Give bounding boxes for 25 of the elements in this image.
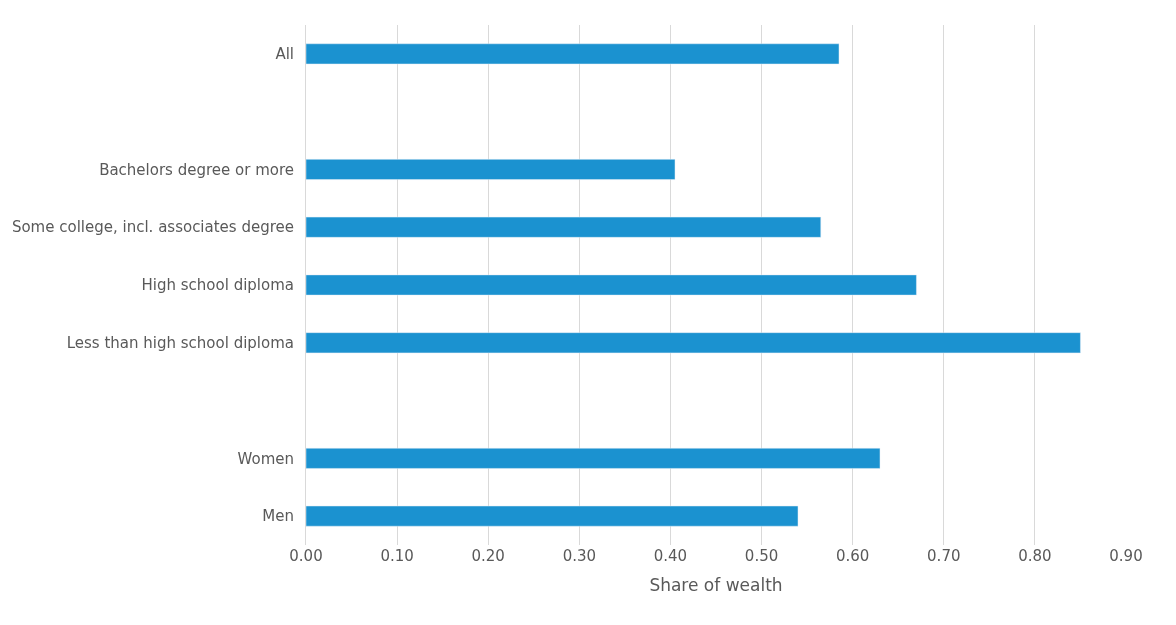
x-axis-title: Share of wealth xyxy=(649,575,783,596)
y-tick-label: Men xyxy=(262,507,294,526)
x-tick-label: 0.80 xyxy=(1018,547,1052,565)
bar xyxy=(306,159,676,180)
bar xyxy=(306,274,917,296)
bar xyxy=(306,216,822,238)
y-tick-label: Less than high school diploma xyxy=(66,334,294,353)
bar xyxy=(306,505,799,527)
y-tick-label: Women xyxy=(237,449,294,468)
y-tick-label: Bachelors degree or more xyxy=(99,160,294,179)
x-tick-label: 0.50 xyxy=(744,547,779,565)
x-tick-label: 0.90 xyxy=(1109,547,1143,565)
x-tick-label: 0.10 xyxy=(380,547,414,565)
x-tick-label: 0.60 xyxy=(835,547,870,565)
x-tick-label: 0.00 xyxy=(289,547,323,565)
x-tick-label: 0.30 xyxy=(562,547,597,565)
bar xyxy=(306,332,1081,354)
y-tick-label: High school diploma xyxy=(141,276,294,295)
x-tick-label: 0.40 xyxy=(653,547,688,565)
bar xyxy=(306,447,881,469)
bar xyxy=(306,43,840,65)
y-tick-label: Some college, incl. associates degree xyxy=(11,218,294,237)
y-tick-label: All xyxy=(275,45,294,64)
x-tick-label: 0.70 xyxy=(927,547,961,565)
x-tick-label: 0.20 xyxy=(471,547,505,565)
